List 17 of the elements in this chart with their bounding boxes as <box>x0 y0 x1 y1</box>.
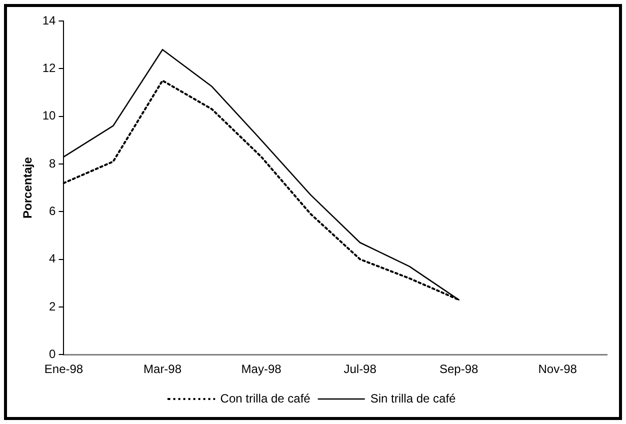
x-tick-label: May-98 <box>241 362 282 376</box>
legend-label: Sin trilla de café <box>370 391 456 406</box>
x-tick-label: Sep-98 <box>439 362 479 376</box>
x-tick-label: Jul-98 <box>344 362 377 376</box>
x-tick-label: Ene-98 <box>44 362 84 376</box>
y-tick-label: 0 <box>49 346 56 361</box>
x-tick-label: Mar-98 <box>144 362 182 376</box>
legend-label: Con trilla de café <box>220 391 311 406</box>
y-tick-label: 12 <box>42 60 56 75</box>
y-tick-label: 10 <box>42 108 56 123</box>
y-tick-label: 14 <box>42 13 56 28</box>
x-tick-label: Nov-98 <box>538 362 578 376</box>
y-tick-label: 2 <box>49 299 56 314</box>
y-tick-label: 6 <box>49 204 56 218</box>
y-tick-label: 8 <box>49 156 56 170</box>
y-axis-title: Porcentaje <box>20 156 35 218</box>
y-tick-label: 4 <box>49 252 56 266</box>
